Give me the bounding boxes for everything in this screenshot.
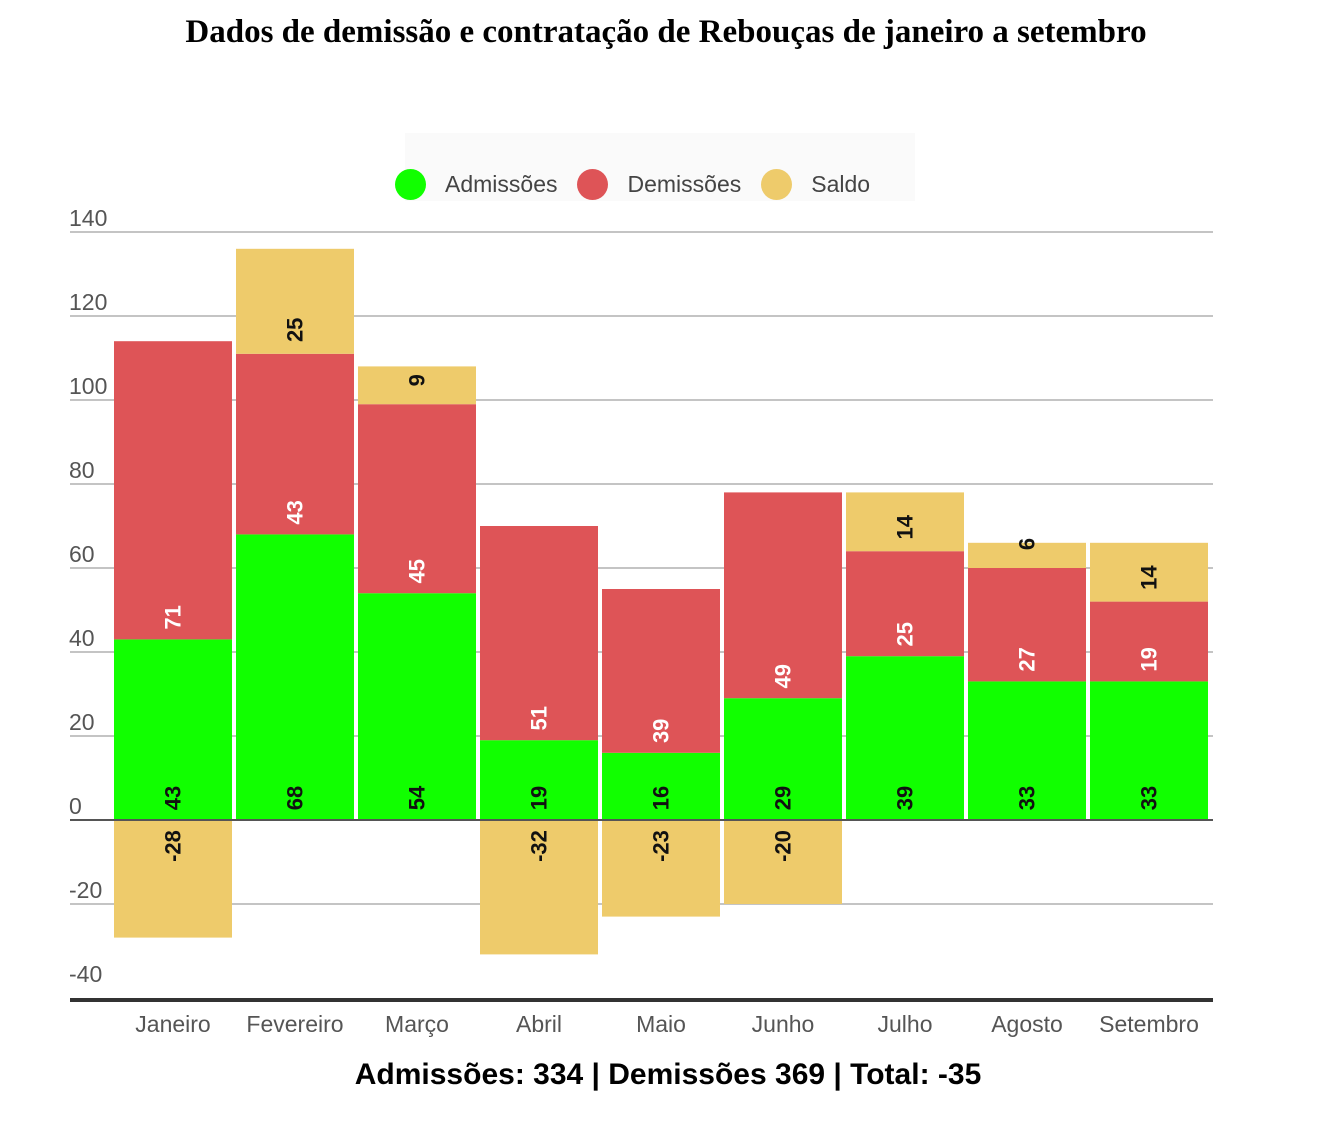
bar-admissoes — [480, 740, 598, 820]
data-label-admissoes: 68 — [283, 786, 308, 810]
data-label-saldo: -32 — [527, 830, 552, 862]
data-label-admissoes: 54 — [405, 785, 430, 810]
x-tick-label: Abril — [516, 1011, 562, 1037]
legend-label-demissoes: Demissões — [627, 170, 742, 197]
data-label-admissoes: 33 — [1137, 786, 1162, 810]
bar-saldo — [602, 820, 720, 917]
x-tick-label: Agosto — [991, 1011, 1063, 1037]
x-tick-label: Janeiro — [135, 1011, 210, 1037]
data-label-saldo: -23 — [649, 830, 674, 862]
legend-item-demissoes[interactable]: Demissões — [577, 168, 742, 200]
bar-saldo — [846, 492, 964, 552]
bar-saldo — [968, 542, 1086, 568]
y-tick-label: 80 — [69, 457, 95, 483]
bar-saldo — [114, 820, 232, 938]
data-label-saldo: 6 — [1015, 538, 1040, 550]
bar-saldo — [358, 366, 476, 405]
bar-admissoes — [968, 681, 1086, 820]
data-label-saldo: 14 — [1137, 565, 1162, 590]
bar-saldo — [724, 820, 842, 904]
x-tick-label: Março — [385, 1011, 449, 1037]
data-label-saldo: 14 — [893, 514, 918, 539]
y-tick-label: -20 — [69, 877, 102, 903]
data-label-admissoes: 39 — [893, 786, 918, 810]
legend-label-admissoes: Admissões — [445, 170, 558, 197]
data-label-demissoes: 43 — [283, 500, 308, 524]
data-label-demissoes: 45 — [405, 559, 430, 583]
legend-swatch-demissoes — [577, 168, 609, 200]
data-label-saldo: 9 — [405, 374, 430, 386]
legend-swatch-saldo — [761, 168, 793, 200]
data-label-admissoes: 43 — [161, 786, 186, 810]
bar-demissoes — [602, 589, 720, 753]
legend-label-saldo: Saldo — [811, 170, 871, 197]
x-tick-label: Fevereiro — [246, 1011, 343, 1037]
data-label-demissoes: 49 — [771, 664, 796, 688]
y-tick-label: 140 — [69, 205, 107, 231]
y-tick-label: -40 — [69, 961, 102, 987]
data-label-demissoes: 71 — [161, 605, 186, 629]
legend-swatch-admissoes — [395, 168, 426, 200]
x-tick-label: Maio — [636, 1011, 686, 1037]
data-label-demissoes: 19 — [1137, 647, 1162, 671]
y-tick-label: 40 — [69, 625, 95, 651]
x-tick-label: Setembro — [1099, 1011, 1199, 1037]
bar-demissoes — [480, 526, 598, 741]
y-tick-label: 60 — [69, 541, 95, 567]
data-label-admissoes: 16 — [649, 786, 674, 810]
legend-item-admissoes[interactable]: Admissões — [395, 168, 558, 200]
y-tick-label: 100 — [69, 373, 107, 399]
bar-admissoes — [358, 593, 476, 820]
x-tick-label: Junho — [752, 1011, 815, 1037]
data-label-demissoes: 51 — [527, 706, 552, 730]
bar-saldo — [236, 248, 354, 354]
bar-demissoes — [236, 353, 354, 535]
y-tick-label: 120 — [69, 289, 107, 315]
data-label-saldo: 25 — [283, 318, 308, 342]
bar-admissoes — [602, 752, 720, 820]
y-tick-label: 0 — [69, 793, 82, 819]
bar-admissoes — [114, 639, 232, 820]
bar-admissoes — [236, 534, 354, 820]
bar-admissoes — [724, 698, 842, 820]
data-label-demissoes: 25 — [893, 622, 918, 646]
totals-summary: Admissões: 334 | Demissões 369 | Total: … — [354, 1058, 982, 1091]
bar-demissoes — [846, 551, 964, 657]
data-label-admissoes: 29 — [771, 786, 796, 810]
data-label-demissoes: 39 — [649, 719, 674, 743]
legend: Admissões Demissões Saldo — [395, 167, 890, 201]
bar-demissoes — [968, 568, 1086, 682]
data-label-demissoes: 27 — [1015, 647, 1040, 671]
bar-saldo — [480, 820, 598, 955]
data-label-admissoes: 19 — [527, 786, 552, 810]
y-tick-label: 20 — [69, 709, 95, 735]
bar-admissoes — [846, 656, 964, 820]
bar-demissoes — [114, 341, 232, 640]
bar-saldo — [1090, 542, 1208, 602]
data-label-admissoes: 33 — [1015, 786, 1040, 810]
legend-item-saldo[interactable]: Saldo — [761, 168, 871, 200]
bar-demissoes — [724, 492, 842, 699]
legend-background — [405, 133, 915, 201]
bar-demissoes — [1090, 601, 1208, 682]
data-label-saldo: -20 — [771, 830, 796, 862]
data-label-saldo: -28 — [161, 830, 186, 862]
x-tick-label: Julho — [878, 1011, 933, 1037]
bar-demissoes — [358, 404, 476, 594]
chart-title: Dados de demissão e contratação de Rebou… — [185, 14, 1147, 50]
bar-admissoes — [1090, 681, 1208, 820]
